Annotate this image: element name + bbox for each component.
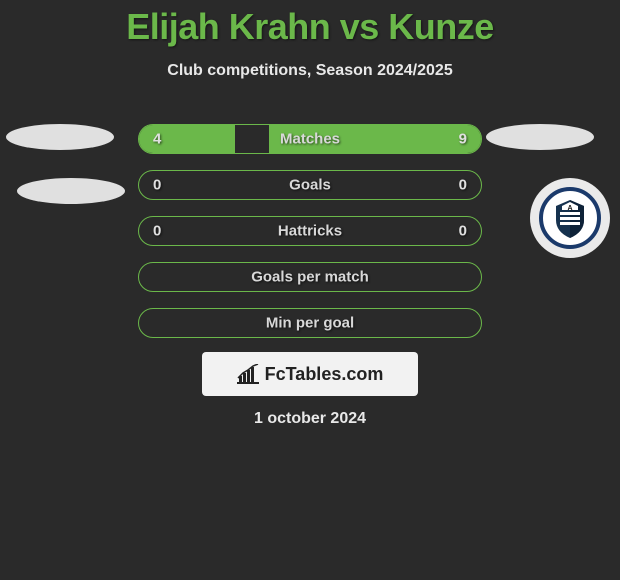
stat-value-left: 0 [153, 223, 161, 240]
stat-label: Min per goal [266, 315, 354, 332]
stat-value-left: 0 [153, 177, 161, 194]
stat-label: Hattricks [278, 223, 342, 240]
player-right-club-badge: A [530, 178, 610, 258]
stat-row: 0 Hattricks 0 [138, 216, 482, 246]
stat-row: Goals per match [138, 262, 482, 292]
stats-container: 4 Matches 9 0 Goals 0 0 Hattricks 0 Goal… [138, 124, 482, 354]
club-crest-icon: A [548, 196, 592, 240]
brand-text: FcTables.com [265, 364, 384, 385]
comparison-title: Elijah Krahn vs Kunze [0, 0, 620, 48]
stat-row: 4 Matches 9 [138, 124, 482, 154]
stat-value-left: 4 [153, 131, 161, 148]
comparison-subtitle: Club competitions, Season 2024/2025 [0, 62, 620, 80]
player-left-avatar-placeholder [6, 124, 114, 150]
brand-chart-icon [237, 364, 259, 384]
player-left-club-placeholder [17, 178, 125, 204]
snapshot-date: 1 october 2024 [254, 410, 366, 428]
stat-row: Min per goal [138, 308, 482, 338]
stat-label: Goals per match [251, 269, 369, 286]
stat-label: Goals [289, 177, 331, 194]
club-badge-inner: A [539, 187, 601, 249]
club-badge-letter: A [567, 205, 572, 212]
stat-label: Matches [280, 131, 340, 148]
stat-value-right: 0 [459, 223, 467, 240]
stat-value-right: 9 [459, 131, 467, 148]
player-right-avatar-placeholder [486, 124, 594, 150]
stat-value-right: 0 [459, 177, 467, 194]
brand-badge: FcTables.com [202, 352, 418, 396]
stat-row: 0 Goals 0 [138, 170, 482, 200]
